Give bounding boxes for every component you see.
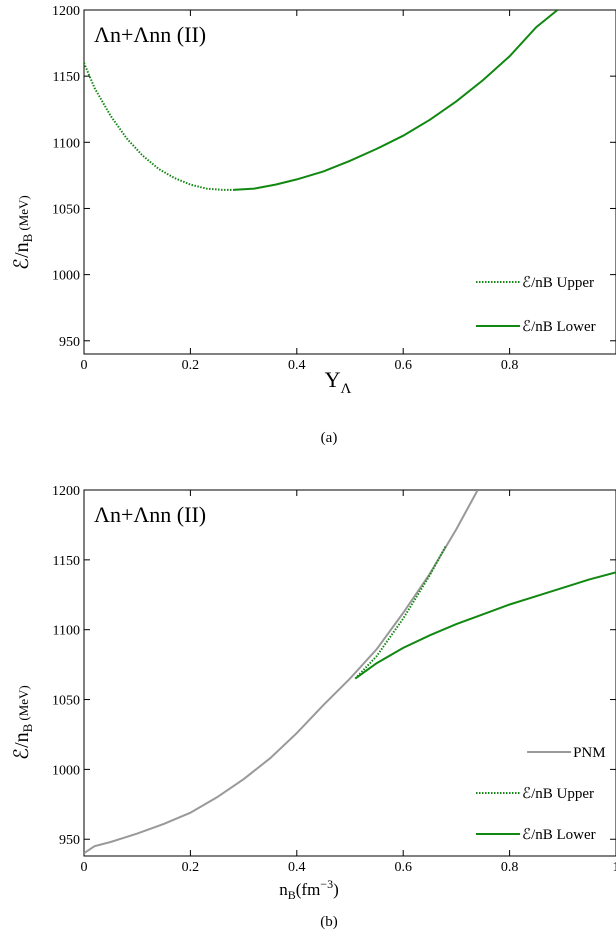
x-axis-label-a: YΛ xyxy=(325,367,352,397)
legend-label: ℰ/nB Upper xyxy=(522,786,594,802)
x-tick-label: 0.6 xyxy=(394,358,412,373)
series-line xyxy=(354,545,447,680)
panel-caption-b: (b) xyxy=(320,914,338,930)
tick-marks-b xyxy=(83,489,616,856)
x-tick-label: 0.8 xyxy=(501,358,519,373)
y-tick-label: 1150 xyxy=(53,554,80,569)
x-tick-label: 0 xyxy=(81,860,88,875)
y-axis-label-main: ℰ/n xyxy=(11,242,33,270)
y-tick-label: 950 xyxy=(59,335,80,350)
x-axis-label-main: Y xyxy=(325,367,341,392)
y-axis-label-b: ℰ/nB (MeV) xyxy=(11,685,35,760)
x-axis-label-close: ) xyxy=(333,880,339,899)
y-axis-label-sub: B xyxy=(20,723,35,732)
series-line xyxy=(232,10,559,191)
y-axis-label-unit: (MeV) xyxy=(16,195,31,230)
x-axis-label-sup: −3 xyxy=(320,877,333,891)
legend-label: PNM xyxy=(573,745,606,761)
x-tick-label: 0.2 xyxy=(182,860,200,875)
series-line xyxy=(354,571,616,680)
y-tick-label: 1200 xyxy=(52,484,80,499)
series-group-a xyxy=(84,10,559,191)
y-tick-label: 1100 xyxy=(53,624,80,639)
tick-labels-a: 0 0.2 0.4 0.6 0.8 950 1000 1050 1100 1150 1200 xyxy=(52,4,518,373)
x-axis-label-sub: B xyxy=(288,888,296,902)
x-axis-label-sub: Λ xyxy=(341,381,352,397)
x-tick-label: 1 xyxy=(613,860,616,875)
x-tick-label: 0 xyxy=(81,358,88,373)
x-axis-label-unit: (fm xyxy=(296,880,321,899)
tick-marks-a xyxy=(83,9,616,354)
y-axis-label-main: ℰ/n xyxy=(11,732,33,760)
y-axis-label-a: ℰ/nB (MeV) xyxy=(11,195,35,270)
x-axis-label-main: n xyxy=(279,880,288,899)
legend-b: PNM ℰ/nB Upper ℰ/nB Lower xyxy=(476,745,606,843)
x-tick-label: 0.4 xyxy=(288,860,306,875)
tick-labels-b: 0 0.2 0.4 0.6 0.8 1 950 1000 1050 1100 1150 1200 xyxy=(52,484,616,875)
y-tick-label: 1050 xyxy=(52,694,80,709)
y-tick-label: 1050 xyxy=(52,202,80,217)
chart-title-a: Λn+Λnn (II) xyxy=(94,22,206,47)
y-tick-label: 1000 xyxy=(52,763,80,778)
legend-label: ℰ/nB Lower xyxy=(522,827,596,843)
x-tick-label: 0.6 xyxy=(394,860,412,875)
panel-a: 0 0.2 0.4 0.6 0.8 950 1000 1050 1100 1150 1200 Λn+… xyxy=(11,4,616,446)
plot-frame-b xyxy=(83,489,616,857)
y-tick-label: 1000 xyxy=(52,269,80,284)
x-axis-label-b: nB(fm−3) xyxy=(279,877,339,902)
y-tick-label: 1100 xyxy=(53,136,80,151)
series-line xyxy=(84,490,479,855)
series-line xyxy=(84,62,233,191)
panel-b: 0 0.2 0.4 0.6 0.8 1 950 1000 1050 1100 1150 1200 Λn… xyxy=(11,484,616,930)
series-group-b xyxy=(84,490,616,855)
x-tick-label: 0.4 xyxy=(288,358,306,373)
y-axis-label-sub: B xyxy=(20,233,35,242)
legend-label: ℰ/nB Upper xyxy=(522,275,594,291)
legend-a: ℰ/nB Upper ℰ/nB Lower xyxy=(476,275,596,335)
chart-title-b: Λn+Λnn (II) xyxy=(94,502,206,527)
y-tick-label: 950 xyxy=(59,833,80,848)
x-tick-label: 0.8 xyxy=(501,860,519,875)
x-tick-label: 0.2 xyxy=(182,358,200,373)
y-axis-label-unit: (MeV) xyxy=(16,685,31,720)
plot-frame-a xyxy=(83,9,616,355)
y-tick-label: 1150 xyxy=(53,70,80,85)
panel-caption-a: (a) xyxy=(321,430,338,446)
y-tick-label: 1200 xyxy=(52,4,80,19)
legend-label: ℰ/nB Lower xyxy=(522,319,596,335)
